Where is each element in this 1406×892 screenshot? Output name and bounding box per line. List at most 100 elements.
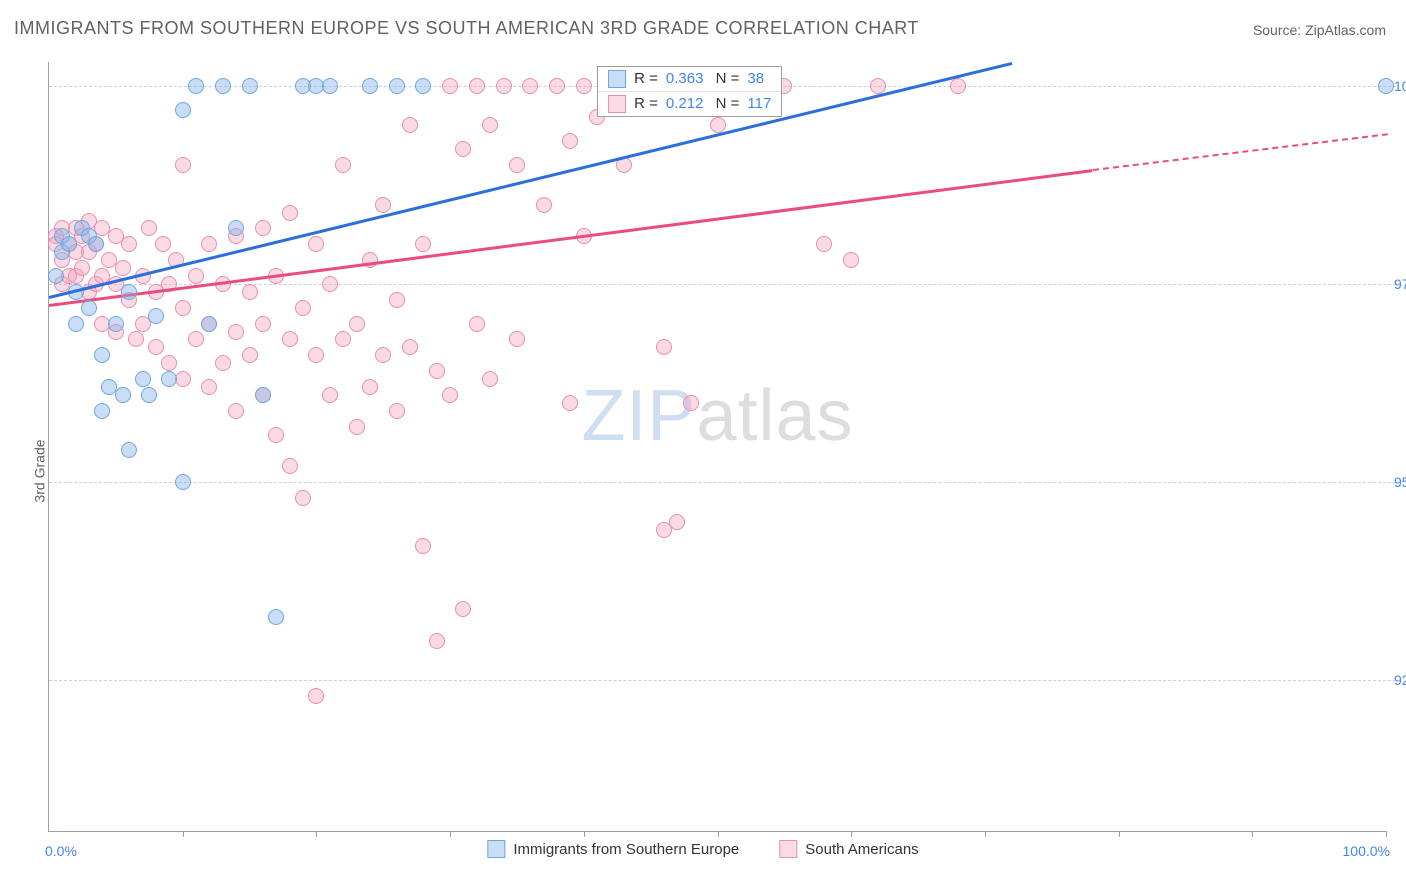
scatter-point-south_americans	[549, 78, 565, 94]
y-axis-label: 3rd Grade	[32, 439, 48, 502]
legend-label-south-americans: South Americans	[805, 841, 918, 858]
scatter-point-south_americans	[562, 133, 578, 149]
scatter-point-southern_europe	[68, 316, 84, 332]
scatter-point-south_americans	[228, 403, 244, 419]
scatter-point-south_americans	[496, 78, 512, 94]
scatter-point-south_americans	[308, 236, 324, 252]
scatter-point-southern_europe	[135, 371, 151, 387]
scatter-point-south_americans	[950, 78, 966, 94]
stats-swatch-southern_europe	[608, 70, 626, 88]
x-tick	[450, 831, 451, 837]
scatter-point-southern_europe	[228, 220, 244, 236]
y-tick-label: 92.5%	[1388, 672, 1406, 688]
y-tick-label: 97.5%	[1388, 276, 1406, 292]
scatter-point-south_americans	[175, 300, 191, 316]
scatter-point-south_americans	[175, 157, 191, 173]
scatter-point-south_americans	[282, 458, 298, 474]
n-label: N =	[711, 70, 739, 87]
scatter-point-south_americans	[683, 395, 699, 411]
trend-line-dashed-south_americans	[1093, 133, 1388, 171]
scatter-point-south_americans	[482, 117, 498, 133]
trend-line-southern_europe	[49, 62, 1013, 299]
legend-item-south-americans: South Americans	[779, 840, 918, 858]
scatter-point-south_americans	[522, 78, 538, 94]
stats-swatch-south_americans	[608, 95, 626, 113]
r-value: 0.212	[666, 95, 704, 112]
scatter-point-south_americans	[242, 284, 258, 300]
r-value: 0.363	[666, 70, 704, 87]
scatter-point-south_americans	[228, 324, 244, 340]
scatter-point-southern_europe	[108, 316, 124, 332]
scatter-point-southern_europe	[242, 78, 258, 94]
scatter-point-southern_europe	[94, 347, 110, 363]
legend-swatch-south-americans	[779, 840, 797, 858]
scatter-point-south_americans	[375, 347, 391, 363]
stats-row-southern_europe: R = 0.363 N = 38	[598, 67, 781, 91]
scatter-point-south_americans	[115, 260, 131, 276]
scatter-point-south_americans	[656, 339, 672, 355]
scatter-point-south_americans	[242, 347, 258, 363]
scatter-point-south_americans	[362, 252, 378, 268]
scatter-point-southern_europe	[415, 78, 431, 94]
scatter-point-southern_europe	[268, 609, 284, 625]
scatter-point-south_americans	[201, 379, 217, 395]
scatter-point-south_americans	[155, 236, 171, 252]
x-min-label: 0.0%	[45, 843, 77, 859]
legend-label-southern-europe: Immigrants from Southern Europe	[513, 841, 739, 858]
scatter-point-southern_europe	[1378, 78, 1394, 94]
legend-swatch-southern-europe	[487, 840, 505, 858]
scatter-point-south_americans	[469, 316, 485, 332]
scatter-point-southern_europe	[61, 236, 77, 252]
gridline	[49, 482, 1396, 483]
x-tick	[183, 831, 184, 837]
scatter-point-south_americans	[816, 236, 832, 252]
scatter-point-southern_europe	[94, 403, 110, 419]
r-label: R =	[634, 70, 658, 87]
scatter-point-southern_europe	[201, 316, 217, 332]
scatter-point-southern_europe	[255, 387, 271, 403]
scatter-point-southern_europe	[389, 78, 405, 94]
scatter-point-south_americans	[429, 633, 445, 649]
scatter-point-southern_europe	[115, 387, 131, 403]
scatter-point-south_americans	[215, 355, 231, 371]
scatter-point-south_americans	[201, 236, 217, 252]
source-attribution: Source: ZipAtlas.com	[1253, 22, 1386, 38]
chart-title: IMMIGRANTS FROM SOUTHERN EUROPE VS SOUTH…	[14, 18, 919, 39]
scatter-point-southern_europe	[121, 284, 137, 300]
x-max-label: 100.0%	[1343, 843, 1390, 859]
scatter-point-south_americans	[322, 276, 338, 292]
scatter-point-southern_europe	[175, 102, 191, 118]
x-tick	[985, 831, 986, 837]
scatter-point-southern_europe	[188, 78, 204, 94]
scatter-point-southern_europe	[121, 442, 137, 458]
scatter-point-south_americans	[74, 260, 90, 276]
scatter-point-southern_europe	[161, 371, 177, 387]
scatter-point-south_americans	[870, 78, 886, 94]
scatter-point-south_americans	[161, 355, 177, 371]
scatter-point-southern_europe	[48, 268, 64, 284]
scatter-point-south_americans	[188, 331, 204, 347]
scatter-point-south_americans	[295, 300, 311, 316]
n-value: 38	[747, 70, 764, 87]
x-tick	[1386, 831, 1387, 837]
stats-legend-box: R =0.363 N =38R =0.212 N =117	[597, 66, 782, 117]
scatter-point-south_americans	[322, 387, 338, 403]
source-label: Source:	[1253, 22, 1301, 38]
scatter-point-south_americans	[509, 157, 525, 173]
scatter-point-south_americans	[349, 316, 365, 332]
x-tick	[316, 831, 317, 837]
x-tick	[718, 831, 719, 837]
chart-container: 3rd Grade ZIPatlas 0.0% 100.0% 92.5%95.0…	[0, 50, 1406, 892]
x-tick	[1119, 831, 1120, 837]
scatter-point-southern_europe	[81, 300, 97, 316]
scatter-point-south_americans	[536, 197, 552, 213]
scatter-point-southern_europe	[362, 78, 378, 94]
scatter-point-south_americans	[389, 292, 405, 308]
scatter-point-south_americans	[128, 331, 144, 347]
scatter-point-south_americans	[282, 205, 298, 221]
scatter-point-southern_europe	[322, 78, 338, 94]
scatter-point-south_americans	[148, 339, 164, 355]
scatter-point-south_americans	[308, 347, 324, 363]
y-tick-label: 95.0%	[1388, 474, 1406, 490]
scatter-point-southern_europe	[215, 78, 231, 94]
